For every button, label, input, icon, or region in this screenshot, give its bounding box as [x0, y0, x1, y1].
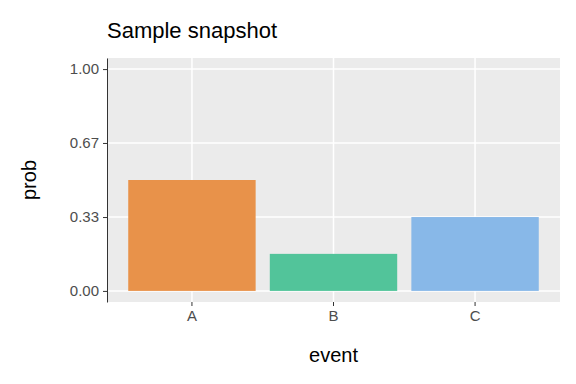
bar [128, 180, 255, 291]
y-tick-mark [103, 217, 107, 218]
x-tick-mark [191, 302, 192, 306]
x-tick-mark [333, 302, 334, 306]
y-tick-label: 0.33 [70, 208, 99, 225]
bar [270, 254, 397, 291]
y-tick: 0.00 [70, 282, 107, 299]
y-tick-label: 0.67 [70, 134, 99, 151]
bar [411, 217, 538, 291]
title: Sample snapshot [107, 18, 277, 43]
x-tick-mark [475, 302, 476, 306]
x-tick: B [328, 302, 338, 324]
grid [107, 58, 560, 302]
y-tick: 0.67 [70, 134, 107, 151]
y-axis-title: prob [18, 160, 40, 200]
x-tick: C [470, 302, 481, 324]
x-axis: A B C [187, 302, 481, 324]
y-axis: 0.00 0.33 0.67 1.00 [70, 59, 108, 303]
x-tick: A [187, 302, 197, 324]
chart: 0.00 0.33 0.67 1.00 A B C Sample snapshot event p… [0, 0, 576, 384]
y-tick-label: 1.00 [70, 60, 99, 77]
x-tick-label: C [470, 307, 481, 324]
y-tick: 0.33 [70, 208, 107, 225]
y-tick-mark [103, 291, 107, 292]
x-axis-title: event [309, 344, 358, 366]
panel-background [107, 58, 560, 302]
y-tick-label: 0.00 [70, 282, 99, 299]
y-axis-line [107, 59, 108, 303]
bars [128, 180, 539, 291]
x-tick-label: A [187, 307, 197, 324]
y-tick-mark [103, 69, 107, 70]
y-tick-mark [103, 143, 107, 144]
x-tick-label: B [328, 307, 338, 324]
plot: 0.00 0.33 0.67 1.00 A B C [70, 58, 560, 324]
y-tick: 1.00 [70, 60, 107, 77]
